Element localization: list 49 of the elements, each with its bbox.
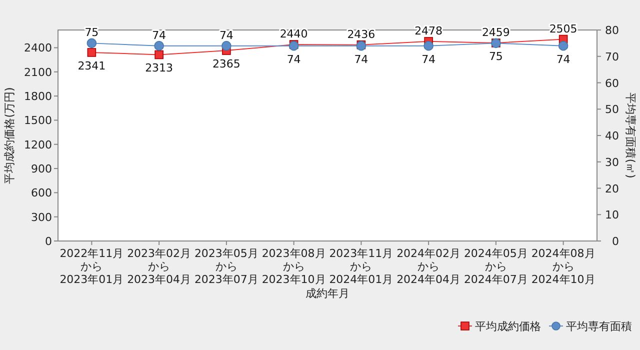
y2-tick-label: 80 [605, 24, 619, 37]
y2-tick-label: 20 [605, 182, 619, 196]
point [154, 50, 164, 60]
y-axis-title: 平均成約価格(万円) [3, 87, 16, 184]
y2-axis-title: 平均専有面積(㎡) [624, 92, 637, 178]
legend-label: 平均専有面積 [566, 320, 632, 333]
data-label: 2478 [414, 24, 443, 38]
y-tick-label: 1200 [24, 138, 52, 152]
y2-tick-label: 60 [605, 76, 619, 90]
y2-tick-label: 70 [605, 50, 619, 64]
y-tick-label: 2100 [24, 66, 52, 79]
x-tick-label: 2023年02月から2023年04月 [127, 247, 192, 286]
data-label: 74 [422, 52, 436, 66]
data-label: 2313 [145, 62, 174, 75]
point [87, 48, 96, 57]
y-tick-label: 600 [31, 186, 52, 200]
data-label: 2505 [549, 22, 578, 36]
data-label: 74 [556, 52, 570, 66]
x-tick-label: 2024年08月から2024年10月 [531, 247, 596, 286]
x-tick-label: 2023年11月から2024年01月 [329, 247, 394, 286]
y-tick-label: 300 [31, 210, 52, 224]
data-label: 2459 [482, 26, 510, 39]
data-label: 2440 [280, 27, 308, 40]
y-tick-label: 1500 [24, 114, 52, 128]
y2-tick-label: 30 [605, 156, 619, 169]
y-tick-label: 2400 [24, 42, 52, 55]
data-label: 2436 [347, 28, 376, 41]
data-label: 74 [354, 52, 368, 66]
data-label: 74 [152, 28, 166, 42]
data-label: 75 [488, 50, 503, 64]
data-label: 74 [286, 52, 301, 66]
data-label: 2365 [212, 58, 240, 71]
x-tick-label: 2024年05月から2024年07月 [464, 247, 528, 286]
y2-tick-label: 10 [605, 208, 619, 222]
y-tick-label: 900 [31, 162, 52, 176]
x-tick-label: 2023年05月から2023年07月 [194, 247, 258, 286]
x-tick-label: 2023年08月から2023年10月 [262, 247, 326, 286]
y2-tick-label: 50 [605, 103, 619, 116]
x-tick-label: 2024年02月から2024年04月 [396, 247, 461, 286]
x-axis-title: 成約年月 [306, 287, 350, 300]
y2-tick-label: 40 [605, 130, 619, 142]
data-label: 74 [219, 28, 234, 42]
y-tick-label: 0 [45, 235, 52, 248]
y2-tick-label: 0 [612, 235, 619, 248]
legend-label: 平均成約価格 [475, 320, 541, 333]
y-tick-label: 1800 [24, 90, 52, 104]
data-label: 75 [84, 26, 99, 40]
data-label: 2341 [78, 59, 106, 72]
x-tick-label: 2022年11月から2023年01月 [60, 247, 124, 286]
